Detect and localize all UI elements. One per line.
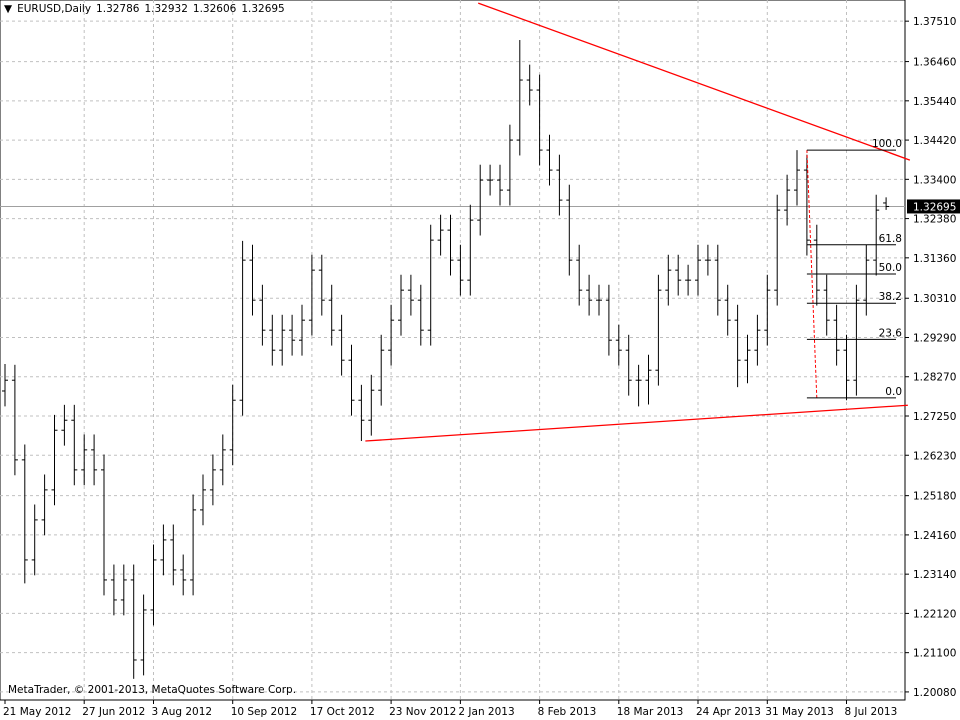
fibo-label: 100.0 — [872, 138, 902, 150]
y-tick-label: 1.33400 — [913, 174, 956, 186]
low-value: 1.32606 — [192, 3, 237, 15]
y-tick-label: 1.23140 — [913, 569, 956, 581]
fibo-label: 23.6 — [879, 327, 903, 339]
y-tick-label: 1.24160 — [913, 530, 956, 542]
fibo-label: 61.8 — [879, 233, 902, 245]
x-tick-label: 8 Feb 2013 — [538, 706, 597, 718]
x-tick-label: 18 Mar 2013 — [617, 706, 684, 718]
price-box-label: 1.32695 — [913, 201, 956, 213]
y-tick-label: 1.34420 — [913, 135, 956, 147]
y-tick-label: 1.26230 — [913, 450, 956, 462]
menu-arrow[interactable]: ▼ — [4, 3, 13, 15]
watermark: MetaTrader, © 2001-2013, MetaQuotes Soft… — [8, 684, 296, 696]
open-value: 1.32786 — [96, 3, 140, 15]
x-tick-label: 3 Aug 2012 — [152, 706, 213, 718]
plot-frame — [0, 0, 906, 701]
x-tick-label: 31 May 2013 — [765, 706, 833, 718]
high-value: 1.32932 — [144, 3, 188, 15]
x-tick-label: 24 Apr 2013 — [696, 706, 761, 718]
x-tick-label: 23 Nov 2012 — [389, 706, 456, 718]
y-tick-label: 1.36460 — [913, 57, 956, 69]
fibo-label: 0.0 — [885, 386, 902, 398]
y-tick-label: 1.32380 — [913, 214, 956, 226]
x-tick-label: 21 May 2012 — [3, 706, 71, 718]
x-tick-label: 17 Oct 2012 — [310, 706, 375, 718]
y-tick-label: 1.25180 — [913, 491, 956, 503]
y-tick-label: 1.21100 — [913, 648, 956, 660]
y-tick-label: 1.20080 — [913, 687, 956, 699]
y-tick-label: 1.31360 — [913, 253, 956, 265]
trendline — [477, 2, 911, 161]
x-tick-label: 2 Jan 2013 — [458, 706, 514, 718]
symbol: EURUSD,Daily — [17, 3, 92, 15]
fibo-label: 50.0 — [879, 262, 902, 274]
fibo-base — [806, 150, 818, 398]
y-tick-label: 1.29290 — [913, 332, 956, 344]
close-value: 1.32695 — [241, 3, 285, 15]
y-tick-label: 1.37510 — [913, 16, 956, 28]
price-box — [907, 199, 960, 214]
y-tick-label: 1.22120 — [913, 608, 956, 620]
fibo-label: 38.2 — [879, 291, 902, 303]
y-tick-label: 1.35440 — [913, 96, 956, 108]
y-tick-label: 1.27250 — [913, 411, 956, 423]
x-tick-label: 8 Jul 2013 — [845, 706, 898, 718]
y-tick-label: 1.28270 — [913, 372, 956, 384]
x-tick-label: 10 Sep 2012 — [231, 706, 298, 718]
chart-header: ▼ EURUSD,Daily 1.32786 1.32932 1.32606 1… — [4, 3, 285, 15]
x-tick-label: 27 Jun 2012 — [82, 706, 145, 718]
y-tick-label: 1.30310 — [913, 293, 956, 305]
trendline — [365, 404, 908, 442]
